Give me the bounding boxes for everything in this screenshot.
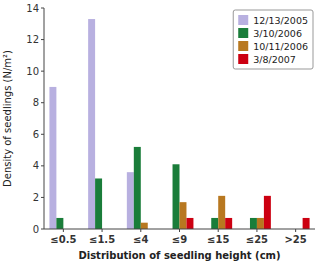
x-tick-label: ≤4 bbox=[133, 234, 148, 245]
bar bbox=[88, 19, 95, 229]
y-tick-label: 10 bbox=[26, 66, 39, 77]
bar bbox=[303, 218, 310, 229]
bar bbox=[186, 218, 193, 229]
bar bbox=[49, 87, 56, 229]
x-tick-label: ≤0.5 bbox=[50, 234, 76, 245]
y-tick bbox=[41, 197, 44, 198]
x-tick bbox=[218, 229, 219, 232]
bar bbox=[257, 218, 264, 229]
bar bbox=[127, 172, 134, 229]
x-tick bbox=[63, 229, 64, 232]
x-tick-label: ≤1.5 bbox=[89, 234, 115, 245]
y-tick-label: 4 bbox=[33, 160, 39, 171]
legend-label: 3/10/2006 bbox=[253, 28, 302, 39]
y-tick-label: 12 bbox=[26, 34, 39, 45]
y-tick bbox=[41, 229, 44, 230]
y-tick-label: 6 bbox=[33, 129, 39, 140]
bar bbox=[134, 147, 141, 229]
legend-swatch bbox=[238, 41, 248, 51]
legend-swatch bbox=[238, 54, 248, 64]
y-tick bbox=[41, 102, 44, 103]
bars bbox=[49, 19, 309, 229]
y-tick-label: 2 bbox=[33, 192, 39, 203]
y-tick bbox=[41, 134, 44, 135]
y-tick-label: 0 bbox=[33, 224, 39, 235]
bar bbox=[264, 196, 271, 229]
bar bbox=[95, 178, 102, 229]
legend-label: 12/13/2005 bbox=[253, 15, 308, 26]
legend: 12/13/2005 3/10/2006 10/11/2006 3/8/2007 bbox=[233, 10, 313, 69]
bar bbox=[141, 223, 148, 229]
y-tick-label: 14 bbox=[26, 3, 39, 14]
y-axis-line bbox=[44, 8, 45, 229]
y-tick bbox=[41, 71, 44, 72]
x-tick bbox=[102, 229, 103, 232]
chart: 0 2 4 6 8 10 12 14 ≤0.5 ≤1.5 ≤4 ≤9 ≤15 ≤25 >25 Distribu… bbox=[0, 0, 323, 265]
x-tick-label: ≤15 bbox=[207, 234, 229, 245]
bar bbox=[211, 218, 218, 229]
x-tick bbox=[140, 229, 141, 232]
x-tick bbox=[256, 229, 257, 232]
legend-label: 3/8/2007 bbox=[253, 54, 296, 65]
x-tick-label: ≤25 bbox=[246, 234, 268, 245]
legend-swatch bbox=[238, 28, 248, 38]
x-tick-label: ≤9 bbox=[172, 234, 187, 245]
bar bbox=[56, 218, 63, 229]
bar bbox=[180, 202, 187, 229]
x-tick-label: >25 bbox=[284, 234, 306, 245]
bar bbox=[225, 218, 232, 229]
y-tick bbox=[41, 39, 44, 40]
bar bbox=[173, 164, 180, 229]
bar bbox=[250, 218, 257, 229]
x-tick bbox=[295, 229, 296, 232]
y-tick bbox=[41, 8, 44, 9]
y-tick-label: 8 bbox=[33, 97, 39, 108]
y-axis-label: Density of seedlings (N/m²) bbox=[2, 50, 13, 187]
x-tick bbox=[179, 229, 180, 232]
x-axis-label: Distribution of seedling height (cm) bbox=[78, 250, 280, 261]
legend-swatch bbox=[238, 15, 248, 25]
legend-box bbox=[233, 10, 313, 69]
y-tick bbox=[41, 165, 44, 166]
bar bbox=[218, 196, 225, 229]
legend-label: 10/11/2006 bbox=[253, 41, 308, 52]
